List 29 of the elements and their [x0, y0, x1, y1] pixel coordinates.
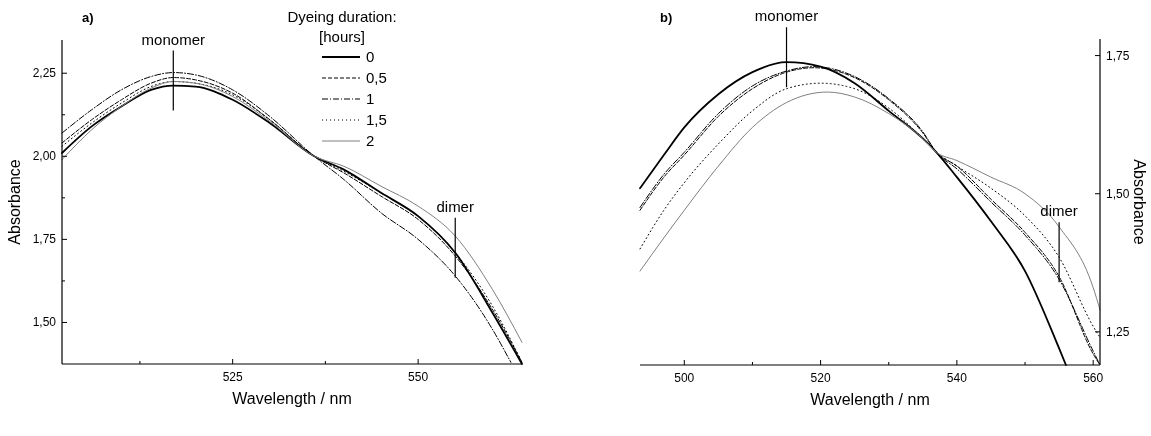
- annotation: monomer: [754, 7, 819, 25]
- legend-label: 1: [366, 90, 375, 107]
- legend-label: 2: [366, 132, 375, 149]
- legend-label: 0,5: [366, 69, 387, 86]
- y-tick-label: 1,50: [1106, 186, 1130, 201]
- y-tick-label: 1,75: [32, 232, 57, 247]
- legend-label: 0: [366, 48, 375, 65]
- y-tick-label: 2,00: [32, 149, 57, 164]
- y-axis-title: Absorbance: [6, 159, 23, 245]
- x-tick-label: 520: [810, 371, 831, 385]
- x-tick-label: 550: [408, 370, 429, 384]
- annotation: monomer: [141, 30, 205, 48]
- x-tick-label: 500: [674, 371, 695, 385]
- x-tick-label: 560: [1083, 371, 1104, 385]
- annotation: dimer: [436, 197, 474, 215]
- y-tick-label: 1,25: [1106, 324, 1130, 339]
- legend-title: Dyeing duration: [hours]: [287, 8, 397, 45]
- chart-title: a): [82, 10, 94, 25]
- annotation: dimer: [1040, 202, 1078, 220]
- legend-label: 1,5: [366, 111, 387, 128]
- chart-title: b): [660, 10, 673, 25]
- y-tick-label: 1,50: [32, 315, 57, 330]
- y-tick-label: 2,25: [32, 66, 57, 81]
- x-axis-title: Wavelength / nm: [232, 390, 352, 407]
- x-axis-title: Wavelength / nm: [810, 391, 930, 408]
- x-tick-label: 540: [946, 371, 968, 385]
- x-tick-label: 525: [222, 370, 243, 384]
- y-axis-title: Absorbance: [1131, 159, 1148, 245]
- y-tick-label: 1,75: [1106, 48, 1130, 63]
